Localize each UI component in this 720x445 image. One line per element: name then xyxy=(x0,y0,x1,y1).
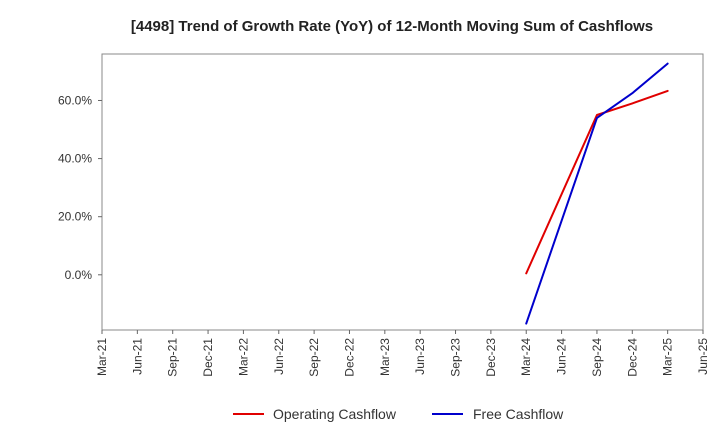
x-tick-label: Sep-23 xyxy=(449,338,463,377)
y-tick-label: 40.0% xyxy=(58,152,92,166)
y-tick-label: 60.0% xyxy=(58,93,92,107)
x-tick-label: Mar-24 xyxy=(519,338,533,376)
legend-label-free-cashflow: Free Cashflow xyxy=(473,406,564,422)
x-tick-label: Jun-23 xyxy=(413,338,427,375)
x-tick-label: Sep-21 xyxy=(166,338,180,377)
x-tick-label: Jun-25 xyxy=(696,338,710,375)
x-tick-label: Jun-21 xyxy=(130,338,144,375)
legend: Operating Cashflow Free Cashflow xyxy=(233,406,564,422)
x-tick-label: Mar-22 xyxy=(236,338,250,376)
x-tick-label: Mar-23 xyxy=(378,338,392,376)
x-tick-label: Jun-22 xyxy=(272,338,286,375)
y-tick-label: 20.0% xyxy=(58,210,92,224)
series-line-free-cashflow xyxy=(525,62,669,325)
x-tick-label: Dec-24 xyxy=(625,338,639,377)
series-lines xyxy=(525,62,669,325)
x-tick-label: Dec-23 xyxy=(484,338,498,377)
x-tick-label: Mar-21 xyxy=(95,338,109,376)
x-tick-label: Dec-22 xyxy=(342,338,356,377)
legend-label-operating-cashflow: Operating Cashflow xyxy=(273,406,397,422)
chart-title: [4498] Trend of Growth Rate (YoY) of 12-… xyxy=(131,18,653,35)
series-line-operating-cashflow xyxy=(525,89,669,275)
plot-area-frame xyxy=(101,53,704,331)
x-tick-label: Sep-24 xyxy=(590,338,604,377)
x-tick-label: Dec-21 xyxy=(201,338,215,377)
x-tick-label: Sep-22 xyxy=(307,338,321,377)
x-tick-label: Mar-25 xyxy=(661,338,675,376)
axes: 0.0% 20.0% 40.0% 60.0% Mar-21 Jun-21 Sep-21 Dec… xyxy=(58,53,710,377)
x-tick-label: Jun-24 xyxy=(555,338,569,375)
y-tick-label: 0.0% xyxy=(65,268,93,282)
